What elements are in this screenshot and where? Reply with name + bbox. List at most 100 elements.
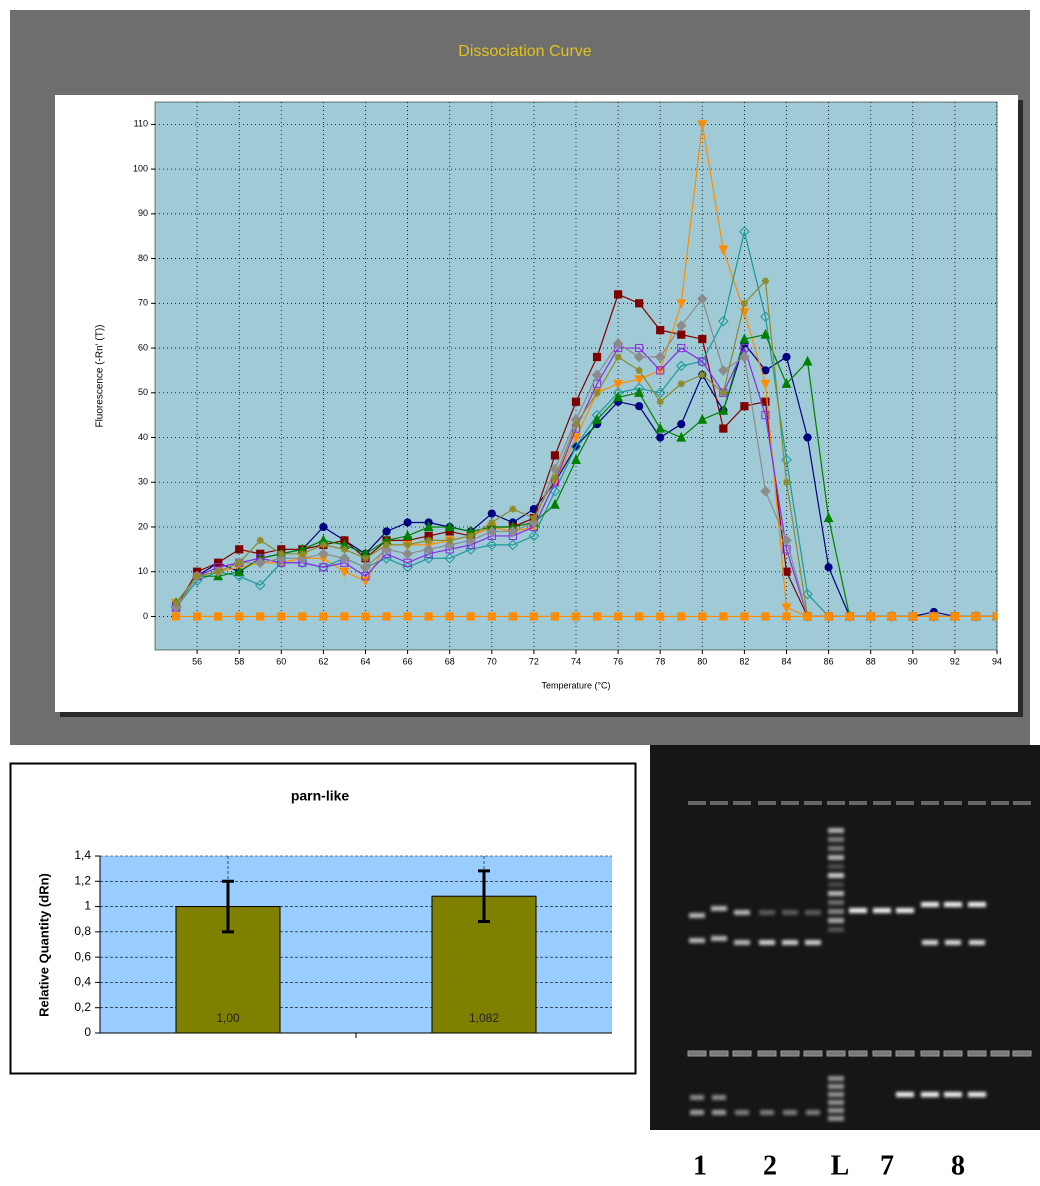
marker: [636, 403, 643, 410]
marker: [488, 613, 495, 620]
marker: [362, 613, 369, 620]
chart-title: Dissociation Curve: [458, 43, 591, 60]
marker: [636, 300, 643, 307]
gel-band: [734, 910, 750, 915]
x-tick-label: 86: [824, 656, 834, 666]
gel-well: [758, 801, 776, 805]
y-tick-label: 0,4: [74, 975, 91, 989]
marker: [467, 613, 474, 620]
marker: [362, 555, 369, 562]
marker: [383, 613, 390, 620]
y-tick-label: 110: [134, 119, 148, 129]
marker: [551, 452, 558, 459]
marker: [572, 420, 579, 427]
marker: [741, 613, 748, 620]
marker: [383, 528, 390, 535]
marker: [194, 573, 201, 580]
gel-well: [896, 1051, 914, 1056]
gel-well: [921, 1051, 939, 1056]
marker: [257, 537, 264, 544]
x-tick-label: 76: [613, 656, 623, 666]
gel-band: [896, 908, 914, 913]
marker: [404, 613, 411, 620]
x-tick-label: 78: [655, 656, 665, 666]
marker: [615, 291, 622, 298]
lane-label: L: [831, 1150, 850, 1181]
gel-band: [828, 882, 844, 887]
marker: [194, 613, 201, 620]
marker: [699, 613, 706, 620]
marker: [467, 532, 474, 539]
gel-band: [828, 873, 844, 878]
gel-band: [968, 1092, 986, 1097]
x-tick-label: 72: [529, 656, 539, 666]
gel-well: [849, 1051, 867, 1056]
marker: [741, 403, 748, 410]
x-tick-label: 84: [781, 656, 791, 666]
gel-band: [828, 1108, 844, 1113]
gel-band: [828, 1092, 844, 1097]
marker: [867, 613, 874, 620]
marker: [762, 367, 769, 374]
marker: [783, 353, 790, 360]
gel-band: [968, 902, 986, 907]
marker: [741, 300, 748, 307]
marker: [783, 613, 790, 620]
y-tick-label: 0,2: [74, 1000, 91, 1014]
x-tick-label: 60: [276, 656, 286, 666]
gel-band: [969, 940, 985, 945]
marker: [341, 613, 348, 620]
y-tick-label: 20: [138, 521, 148, 531]
gel-well: [804, 801, 822, 805]
x-tick-label: 62: [318, 656, 328, 666]
marker: [804, 613, 811, 620]
marker: [930, 613, 937, 620]
marker: [825, 564, 832, 571]
gel-band: [921, 1092, 939, 1097]
gel-band: [689, 913, 705, 918]
y-tick-label: 60: [138, 342, 148, 352]
marker: [951, 613, 958, 620]
gel-well: [781, 801, 799, 805]
x-tick-label: 58: [234, 656, 244, 666]
gel-well: [991, 1051, 1009, 1056]
gel-well: [733, 801, 751, 805]
marker: [551, 613, 558, 620]
marker: [615, 613, 622, 620]
lane-label: 7: [880, 1150, 894, 1181]
gel-band: [828, 837, 844, 842]
y-tick-label: 0: [143, 611, 148, 621]
marker: [762, 277, 769, 284]
y-tick-label: 0,6: [74, 949, 91, 963]
marker: [278, 550, 285, 557]
gel-band: [711, 936, 727, 941]
marker: [699, 371, 706, 378]
y-tick-label: 70: [138, 298, 148, 308]
gel-band: [828, 891, 844, 896]
marker: [720, 613, 727, 620]
y-tick-label: 90: [138, 208, 148, 218]
marker: [657, 327, 664, 334]
gel-band: [922, 940, 938, 945]
marker: [678, 613, 685, 620]
gel-band: [944, 1092, 962, 1097]
x-tick-label: 90: [908, 656, 918, 666]
marker: [172, 613, 179, 620]
y-tick-label: 30: [138, 477, 148, 487]
marker: [446, 613, 453, 620]
x-tick-label: 70: [487, 656, 497, 666]
marker: [488, 519, 495, 526]
gel-well: [849, 801, 867, 805]
gel-band: [828, 855, 844, 860]
gel-band: [828, 828, 844, 833]
marker: [488, 510, 495, 517]
marker: [509, 613, 516, 620]
marker: [593, 353, 600, 360]
marker: [636, 367, 643, 374]
marker: [172, 599, 179, 606]
gel-well: [968, 801, 986, 805]
marker: [299, 613, 306, 620]
x-tick-label: 56: [192, 656, 202, 666]
gel-well: [1013, 801, 1031, 805]
gel-band: [828, 909, 844, 914]
